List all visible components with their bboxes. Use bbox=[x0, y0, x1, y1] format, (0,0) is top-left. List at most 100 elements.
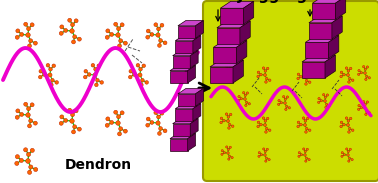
Circle shape bbox=[138, 73, 142, 77]
Circle shape bbox=[48, 73, 52, 77]
Circle shape bbox=[156, 115, 160, 119]
Circle shape bbox=[119, 39, 123, 43]
Circle shape bbox=[349, 77, 351, 80]
Circle shape bbox=[282, 96, 285, 98]
Circle shape bbox=[70, 119, 74, 123]
Circle shape bbox=[60, 115, 64, 119]
Circle shape bbox=[308, 158, 310, 161]
Circle shape bbox=[286, 96, 288, 98]
Circle shape bbox=[55, 81, 59, 84]
Circle shape bbox=[221, 150, 223, 152]
Circle shape bbox=[26, 152, 31, 156]
Circle shape bbox=[349, 157, 351, 159]
Circle shape bbox=[28, 170, 32, 174]
Circle shape bbox=[227, 152, 229, 154]
Circle shape bbox=[231, 156, 233, 159]
Circle shape bbox=[364, 107, 366, 109]
Circle shape bbox=[84, 75, 87, 79]
Circle shape bbox=[263, 124, 266, 126]
Polygon shape bbox=[170, 139, 187, 151]
Circle shape bbox=[163, 41, 167, 45]
Circle shape bbox=[77, 37, 81, 41]
Circle shape bbox=[19, 158, 23, 163]
Circle shape bbox=[305, 127, 308, 130]
Circle shape bbox=[141, 79, 144, 82]
Circle shape bbox=[244, 98, 246, 100]
Polygon shape bbox=[175, 109, 193, 121]
Circle shape bbox=[158, 44, 161, 47]
Circle shape bbox=[42, 73, 46, 76]
Circle shape bbox=[360, 72, 363, 74]
Circle shape bbox=[260, 73, 262, 76]
Circle shape bbox=[343, 154, 345, 156]
Polygon shape bbox=[312, 3, 335, 19]
Polygon shape bbox=[187, 133, 195, 151]
Circle shape bbox=[264, 70, 266, 72]
Circle shape bbox=[39, 70, 43, 73]
Circle shape bbox=[324, 96, 327, 98]
Circle shape bbox=[297, 125, 299, 128]
Polygon shape bbox=[233, 60, 243, 83]
Circle shape bbox=[160, 111, 164, 115]
Circle shape bbox=[348, 81, 350, 83]
Circle shape bbox=[366, 66, 369, 68]
Circle shape bbox=[325, 103, 328, 106]
Circle shape bbox=[231, 77, 234, 79]
Circle shape bbox=[238, 95, 240, 98]
Circle shape bbox=[106, 29, 110, 33]
Circle shape bbox=[340, 121, 343, 124]
Circle shape bbox=[77, 127, 81, 131]
Polygon shape bbox=[240, 21, 250, 44]
Circle shape bbox=[129, 75, 132, 79]
Circle shape bbox=[29, 39, 33, 43]
Polygon shape bbox=[193, 103, 201, 121]
Circle shape bbox=[358, 73, 360, 76]
Circle shape bbox=[265, 157, 268, 159]
Circle shape bbox=[298, 152, 301, 154]
Circle shape bbox=[28, 124, 31, 128]
Polygon shape bbox=[175, 41, 193, 53]
Circle shape bbox=[307, 117, 309, 120]
Circle shape bbox=[51, 79, 54, 82]
Polygon shape bbox=[325, 55, 335, 78]
Circle shape bbox=[156, 33, 160, 37]
Circle shape bbox=[246, 92, 249, 94]
Circle shape bbox=[266, 117, 269, 120]
Circle shape bbox=[265, 81, 267, 83]
Circle shape bbox=[347, 120, 350, 122]
Polygon shape bbox=[214, 40, 247, 47]
Polygon shape bbox=[309, 16, 342, 23]
Polygon shape bbox=[214, 47, 237, 64]
Circle shape bbox=[268, 129, 271, 132]
Circle shape bbox=[347, 124, 349, 126]
Circle shape bbox=[244, 94, 246, 96]
Circle shape bbox=[358, 104, 360, 107]
Circle shape bbox=[328, 105, 330, 107]
Circle shape bbox=[349, 67, 352, 70]
Circle shape bbox=[60, 25, 64, 29]
Circle shape bbox=[146, 29, 150, 33]
Circle shape bbox=[366, 101, 369, 103]
Circle shape bbox=[363, 66, 365, 68]
Circle shape bbox=[73, 35, 77, 39]
Circle shape bbox=[116, 33, 120, 37]
Circle shape bbox=[223, 152, 226, 154]
Circle shape bbox=[29, 119, 33, 123]
Polygon shape bbox=[312, 0, 346, 3]
Circle shape bbox=[265, 127, 268, 130]
Circle shape bbox=[364, 72, 366, 74]
Polygon shape bbox=[187, 65, 195, 83]
Circle shape bbox=[268, 79, 271, 81]
Circle shape bbox=[220, 121, 222, 124]
FancyBboxPatch shape bbox=[203, 1, 378, 181]
Circle shape bbox=[304, 124, 307, 126]
Circle shape bbox=[156, 27, 160, 31]
Circle shape bbox=[349, 117, 352, 120]
Polygon shape bbox=[210, 67, 233, 83]
Circle shape bbox=[26, 27, 31, 31]
Circle shape bbox=[343, 123, 345, 126]
Circle shape bbox=[29, 165, 33, 169]
Circle shape bbox=[341, 155, 343, 157]
Circle shape bbox=[228, 79, 230, 81]
Circle shape bbox=[24, 102, 28, 106]
